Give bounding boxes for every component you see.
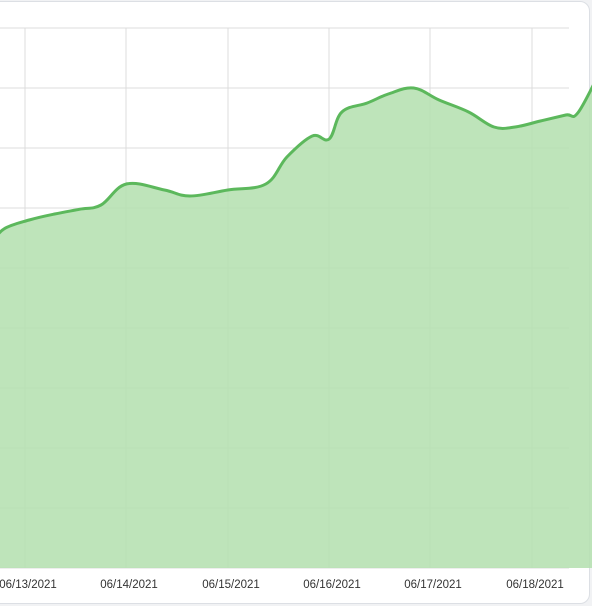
series-line [0,84,592,235]
x-tick-label: 06/16/2021 [303,579,361,591]
x-tick-label: 06/17/2021 [404,579,462,591]
series-area-fill [0,87,592,568]
x-tick-label: 06/18/2021 [506,579,564,591]
x-tick-label: 06/15/2021 [202,579,260,591]
x-tick-label: 06/14/2021 [100,579,158,591]
x-tick-label: 06/13/2021 [0,579,57,591]
x-axis: 06/13/2021 06/14/2021 06/15/2021 06/16/2021… [0,579,564,591]
